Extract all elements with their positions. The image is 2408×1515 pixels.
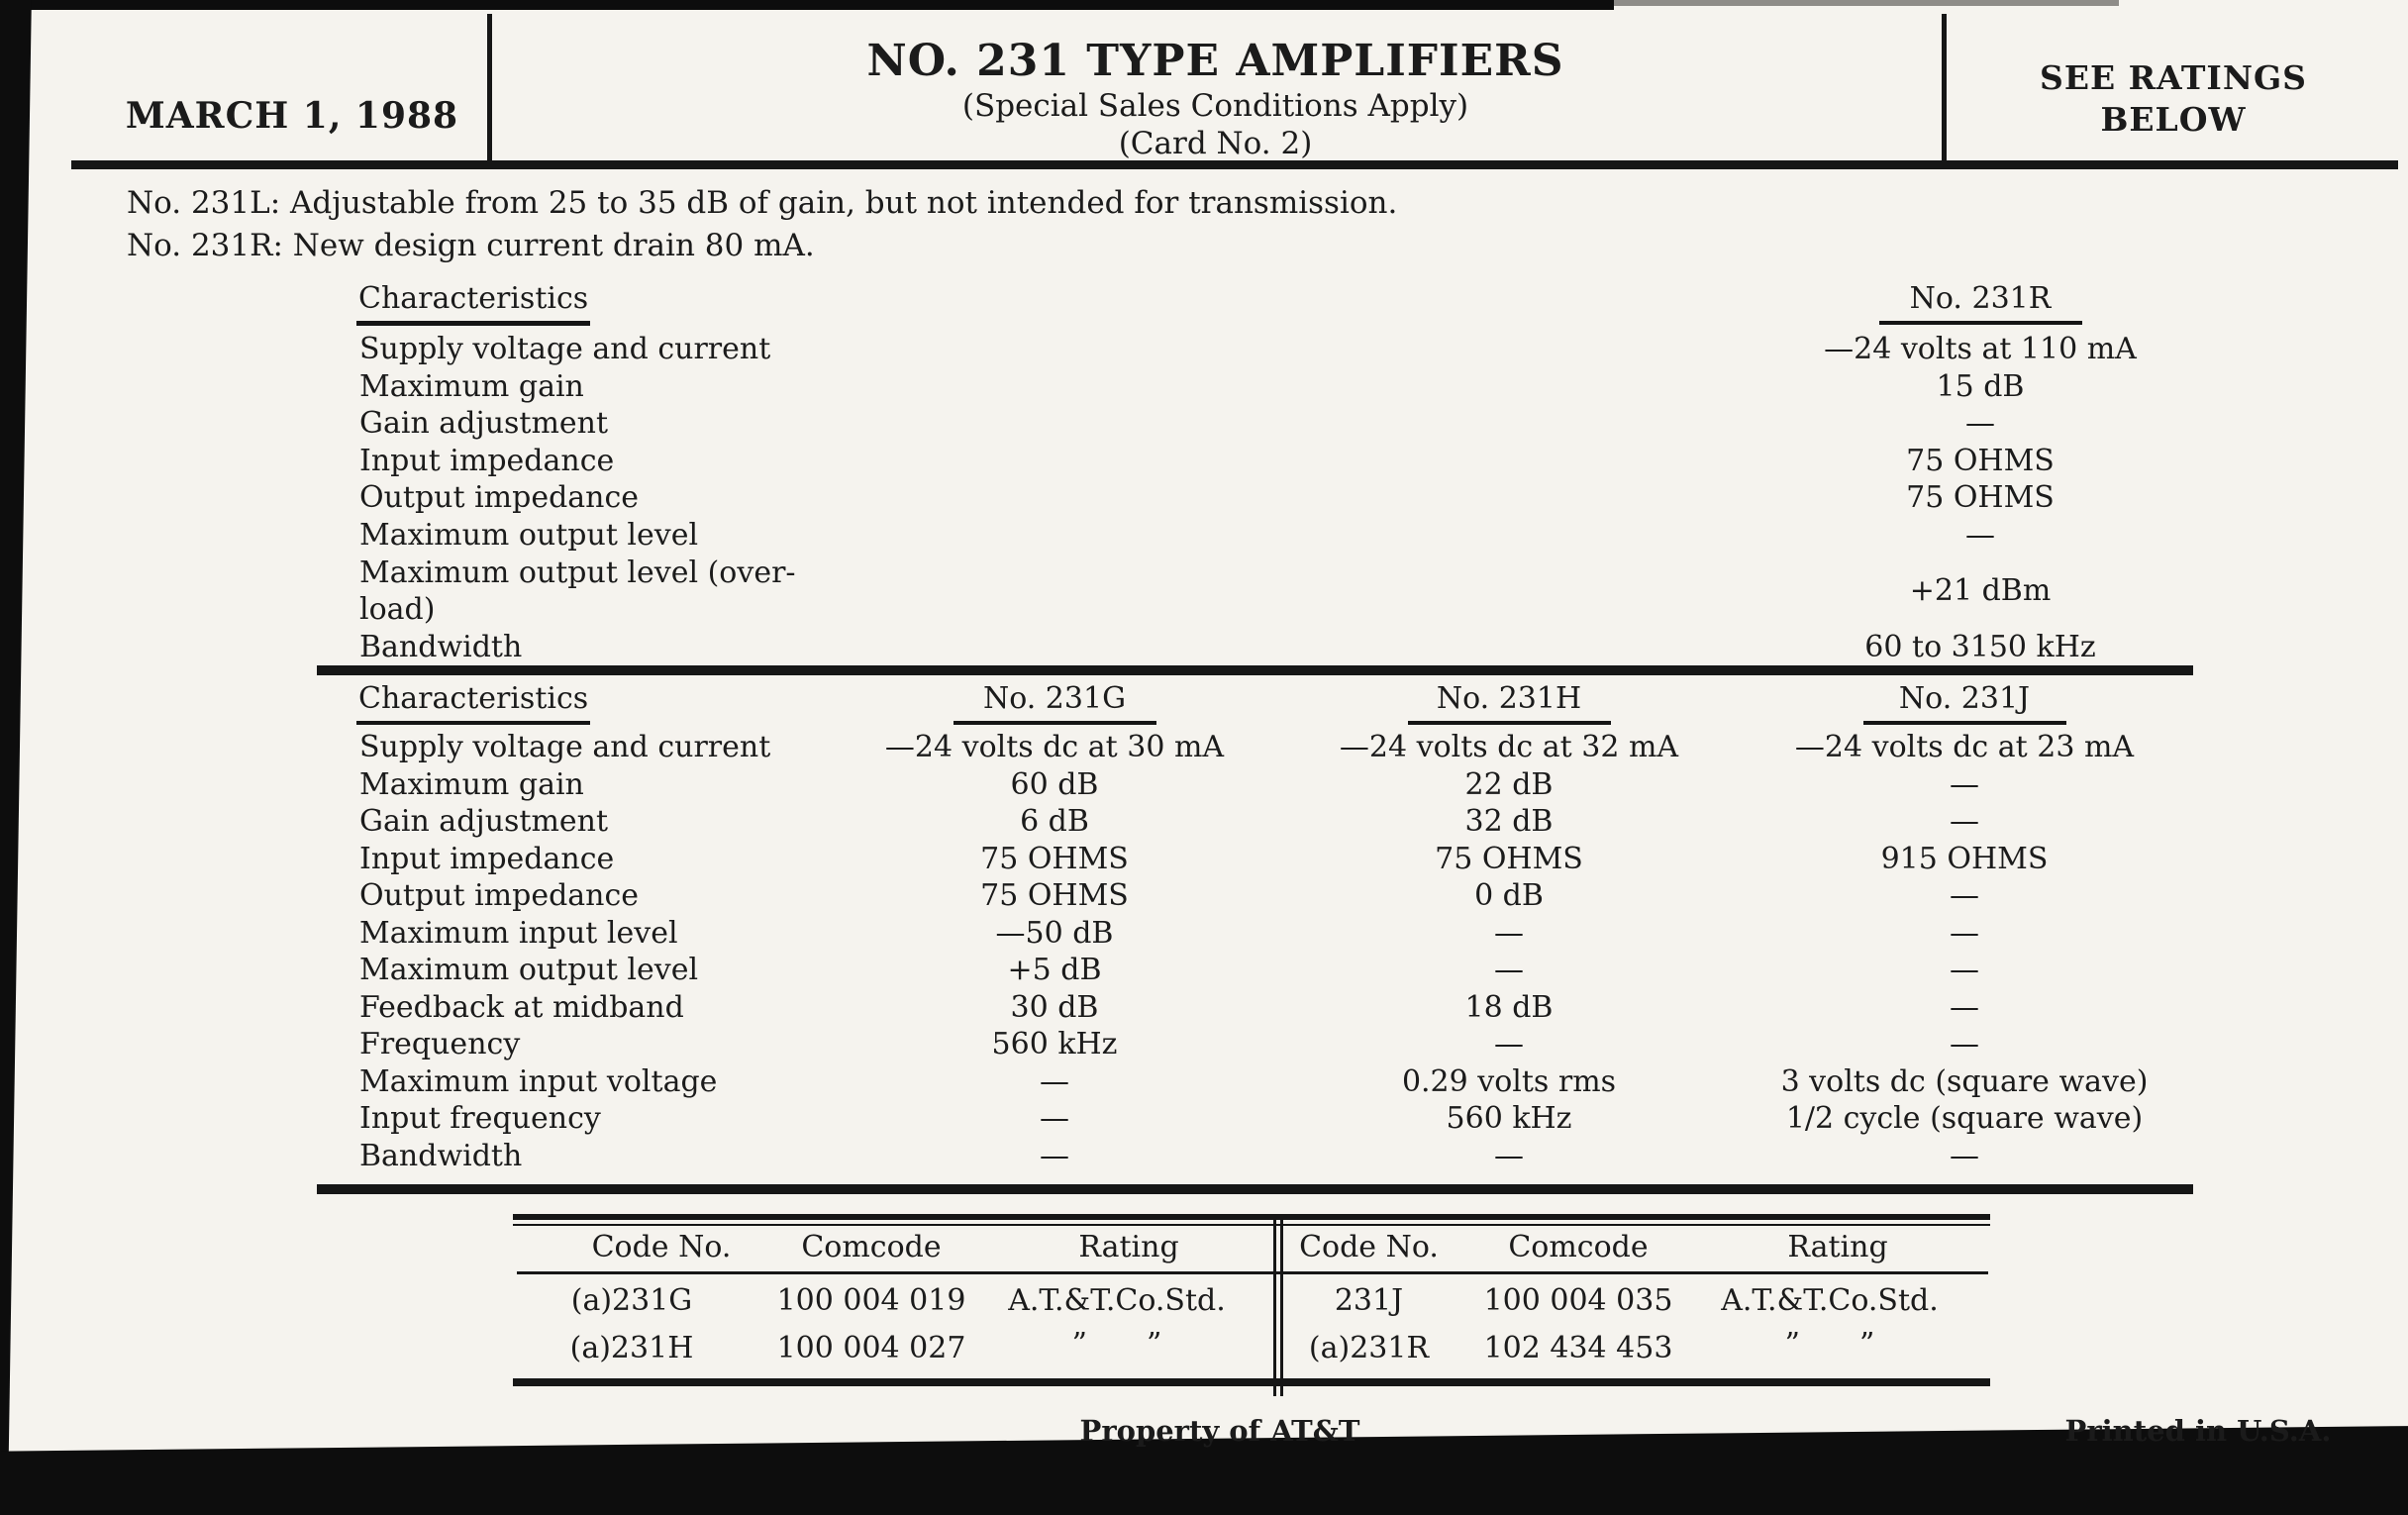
col-231j-header: No. 231J — [1707, 681, 2222, 725]
table-231r: Characteristics No. 231R Supply voltage … — [356, 281, 2337, 665]
col-231r-header: No. 231R — [1703, 281, 2258, 325]
notes-block: No. 231L: Adjustable from 25 to 35 dB of… — [127, 182, 1397, 267]
code-cell: (a)231H — [569, 1331, 694, 1365]
rating-cell: A.T.&T.Co.Std. — [1008, 1283, 1226, 1318]
page-title: NO. 231 TYPE AMPLIFIERS — [866, 36, 1564, 86]
table-row: Frequency 560 kHz — — — [359, 1027, 1979, 1061]
code-cell: (a)231R — [1308, 1331, 1430, 1365]
rating-ditto-cell: ” ” — [1784, 1327, 1875, 1362]
table-row: Bandwidth 60 to 3150 kHz — [359, 629, 2096, 664]
code-no-header-right: Code No. — [1299, 1230, 1439, 1264]
comcode-header-left: Comcode — [801, 1230, 942, 1264]
code-no-header-left: Code No. — [591, 1230, 732, 1264]
ratings-note: SEE RATINGS BELOW — [2039, 58, 2308, 139]
comcode-cell: 100 004 027 — [776, 1331, 966, 1365]
page-subtitle-1: (Special Sales Conditions Apply) — [961, 88, 1469, 124]
code-table-top-border — [513, 1214, 1990, 1220]
note-231l: No. 231L: Adjustable from 25 to 35 dB of… — [127, 185, 1398, 221]
col-231h-header: No. 231H — [1252, 681, 1766, 725]
table-row: Output impedance 75 OHMS — [359, 480, 2055, 516]
section-rule-1 — [317, 665, 2193, 675]
note-231r: No. 231R: New design current drain 80 mA… — [127, 228, 815, 263]
scan-edge-left — [0, 0, 32, 1515]
rating-cell: A.T.&T.Co.Std. — [1721, 1283, 1939, 1318]
code-table-mid-divider-a — [1273, 1216, 1276, 1396]
table-row: Maximum gain 15 dB — [359, 368, 2025, 404]
scan-edge-top-faint — [1614, 0, 2119, 6]
table-231r-rows: Supply voltage and current —24 volts at … — [356, 331, 2337, 665]
issue-date: MARCH 1, 1988 — [125, 95, 459, 137]
table-231r-head: Characteristics No. 231R — [356, 281, 2337, 331]
code-table-bottom-border — [513, 1378, 1990, 1386]
comcode-header-right: Comcode — [1508, 1230, 1649, 1264]
table-row: Input impedance 75 OHMS — [359, 443, 2055, 478]
table-row: Gain adjustment 6 dB 32 dB — — [359, 804, 1979, 839]
comcode-cell: 100 004 035 — [1483, 1283, 1673, 1318]
table-ghj-characteristics-header: Characteristics — [356, 681, 591, 725]
table-row: Input frequency — 560 kHz 1/2 cycle (squ… — [359, 1101, 2144, 1136]
header-bottom-rule — [71, 160, 2398, 169]
comcode-cell: 102 434 453 — [1483, 1331, 1673, 1365]
header-divider-right — [1942, 14, 1947, 166]
scan-edge-top — [0, 0, 1614, 10]
table-row: Feedback at midband 30 dB 18 dB — — [359, 989, 1979, 1025]
table-ghj: Characteristics No. 231G No. 231H No. 23… — [356, 681, 2396, 1174]
rating-header-left: Rating — [1078, 1230, 1179, 1264]
title-block: NO. 231 TYPE AMPLIFIERS (Special Sales C… — [495, 36, 1936, 162]
header-divider-left — [487, 14, 492, 166]
footer-property-note: Property of AT&T — [1079, 1414, 1360, 1448]
table-row: Output impedance 75 OHMS 0 dB — — [359, 878, 1979, 913]
table-row: Maximum output level (over- load) +21 dB… — [359, 555, 2052, 628]
table-row: Maximum gain 60 dB 22 dB — — [359, 766, 1979, 802]
code-cell: 231J — [1334, 1283, 1404, 1318]
section-rule-2 — [317, 1184, 2193, 1194]
table-row: Maximum output level — — [359, 517, 1995, 553]
comcode-cell: 100 004 019 — [776, 1283, 966, 1318]
rating-ditto-cell: ” ” — [1071, 1327, 1162, 1362]
table-row: Bandwidth — — — — [359, 1138, 1979, 1173]
code-table-header-rule — [517, 1271, 1988, 1274]
rating-header-right: Rating — [1787, 1230, 1888, 1264]
table-ghj-rows: Supply voltage and current —24 volts dc … — [356, 729, 2396, 1174]
table-ghj-head: Characteristics No. 231G No. 231H No. 23… — [356, 681, 2396, 729]
table-row: Input impedance 75 OHMS 75 OHMS 915 OHMS — [359, 841, 2049, 876]
table-row: Gain adjustment — — [359, 406, 1995, 442]
col-231g-header: No. 231G — [797, 681, 1312, 725]
table-231r-characteristics-header: Characteristics — [356, 281, 591, 326]
code-table-mid-divider-b — [1280, 1216, 1283, 1396]
table-row: Supply voltage and current —24 volts at … — [359, 332, 2137, 366]
table-row: Maximum input level —50 dB — — — [359, 915, 1979, 951]
table-row: Maximum output level +5 dB — — — [359, 953, 1979, 987]
footer-printed-note: Printed in U.S.A. — [2064, 1414, 2332, 1448]
page-subtitle-2: (Card No. 2) — [1118, 126, 1313, 161]
code-cell: (a)231G — [570, 1283, 693, 1318]
table-row: Maximum input voltage — 0.29 volts rms 3… — [359, 1063, 2149, 1099]
code-table-top-border-inner — [513, 1224, 1990, 1226]
table-row: Supply voltage and current —24 volts dc … — [359, 730, 2135, 764]
